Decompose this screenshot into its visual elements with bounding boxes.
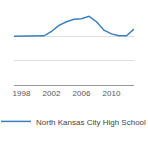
svg-text:2002: 2002 xyxy=(43,89,61,98)
svg-text:1998: 1998 xyxy=(13,89,31,98)
svg-text:2010: 2010 xyxy=(103,89,121,98)
svg-text:2006: 2006 xyxy=(73,89,91,98)
svg-text:North Kansas City High School: North Kansas City High School xyxy=(36,118,146,127)
